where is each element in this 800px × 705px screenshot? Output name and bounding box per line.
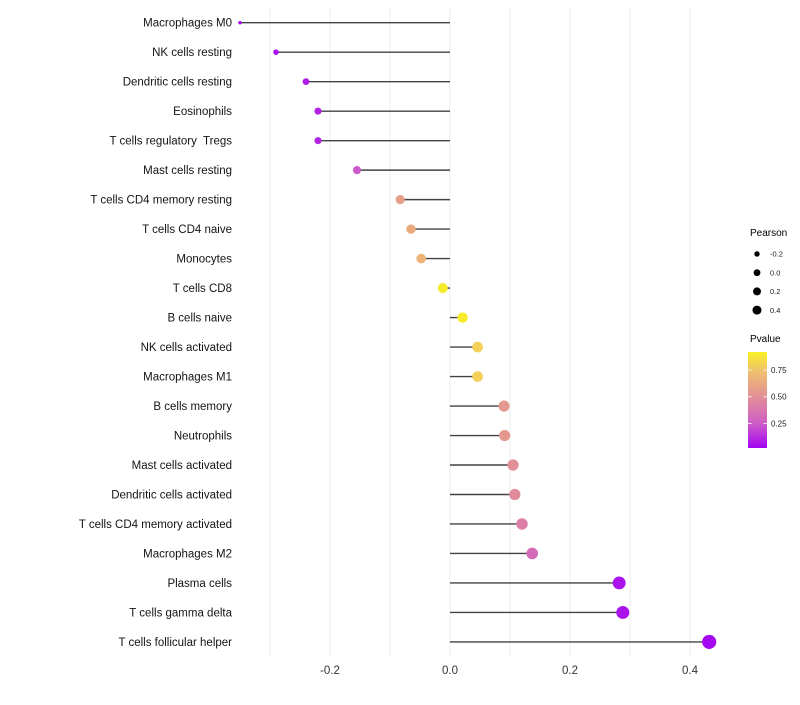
category-label: Macrophages M1 [143,372,232,384]
size-legend-label: 0.2 [770,287,780,296]
lollipop-point [302,78,310,86]
category-label: B cells naive [167,313,232,325]
lollipop-point [516,518,528,530]
size-legend-label: 0.4 [770,306,780,315]
size-legend-label: 0.0 [770,268,780,277]
lollipop-point [498,400,510,412]
lollipop-point [406,224,416,234]
pvalue-tick-label: 0.50 [771,393,787,402]
category-label: Eosinophils [173,106,232,118]
category-label: NK cells activated [141,342,232,354]
size-legend-dot [754,251,760,257]
size-legend-dot [753,269,761,277]
category-label: T cells regulatory Tregs [109,136,232,148]
category-label: Neutrophils [174,431,232,443]
lollipop-point [273,49,279,55]
category-label: Plasma cells [167,578,232,590]
category-label: B cells memory [153,401,232,413]
category-label: T cells follicular helper [118,637,232,649]
pvalue-tick-label: 0.75 [771,366,787,375]
category-label: T cells gamma delta [129,607,232,619]
lollipop-point [437,283,448,294]
pvalue-gradient-bar [748,352,767,448]
x-tick-label: 0.0 [442,665,458,677]
category-label: Dendritic cells activated [111,489,232,501]
lollipop-point [472,341,483,353]
gridlines [269,8,691,657]
category-label: T cells CD4 naive [142,224,232,236]
category-label: Mast cells resting [143,165,232,177]
size-legend-dot [753,287,761,296]
category-label: T cells CD4 memory resting [90,195,232,207]
category-label: Macrophages M0 [143,18,232,30]
lollipop-point [352,166,362,175]
size-legend-dot [752,305,762,315]
category-label: T cells CD8 [173,283,232,295]
pvalue-legend-title: Pvalue [750,334,781,345]
lollipop-stems [240,22,710,643]
category-label: NK cells resting [152,47,232,59]
category-label: Dendritic cells resting [123,77,232,89]
x-tick-label: 0.2 [562,665,578,677]
lollipop-point [314,107,322,115]
lollipop-point [416,253,427,264]
category-label: T cells CD4 memory activated [79,519,232,531]
x-axis-tick-labels: -0.2 0.0 0.2 0.4 [320,665,699,677]
lollipop-point [238,21,242,25]
lollipop-point [616,605,630,619]
pearson-legend-items: -0.2 0.0 0.2 0.4 [752,250,783,315]
category-axis-labels: Macrophages M0 NK cells resting Dendritic … [79,18,233,649]
pvalue-tick-label: 0.25 [771,419,787,428]
x-tick-label: 0.4 [682,665,699,677]
category-label: Monocytes [176,254,232,266]
category-label: Macrophages M2 [143,548,232,560]
pvalue-legend-ticks: 0.75 0.50 0.25 [748,366,787,428]
lollipop-point [395,195,405,205]
lollipop-point [472,371,483,382]
lollipop-points [238,21,717,649]
lollipop-point [702,634,717,649]
size-legend-label: -0.2 [770,250,783,259]
lollipop-point [457,312,468,323]
lollipop-point [612,576,626,590]
lollipop-point [509,488,521,501]
lollipop-point [499,429,511,442]
lollipop-point [526,547,539,560]
pearson-size-legend: Pearson -0.2 0.0 0.2 0.4 [750,228,787,315]
lollipop-point [507,459,519,471]
pvalue-color-legend: Pvalue 0.75 0.50 0.25 [748,334,787,448]
lollipop-point [314,137,322,145]
x-tick-label: -0.2 [320,665,340,677]
category-label: Mast cells activated [132,460,232,472]
pearson-legend-title: Pearson [750,228,787,239]
